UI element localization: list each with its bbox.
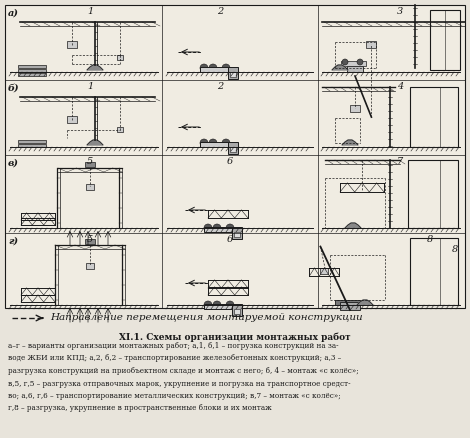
Polygon shape: [345, 223, 361, 228]
Circle shape: [204, 301, 212, 309]
Text: 7: 7: [397, 157, 403, 166]
Text: воде ЖБИ или КПД; а,2, б,2 – транспортирование железобетонных конструкций; а,3 –: воде ЖБИ или КПД; а,2, б,2 – транспортир…: [8, 354, 341, 363]
Polygon shape: [332, 65, 348, 70]
Bar: [18, 144, 46, 147]
Text: 8: 8: [427, 235, 433, 244]
Text: Направление перемещения монтируемой конструкции: Направление перемещения монтируемой конс…: [50, 314, 363, 322]
Text: 6: 6: [227, 157, 233, 166]
Circle shape: [209, 64, 217, 72]
Polygon shape: [87, 140, 103, 145]
Bar: [230, 147, 236, 152]
Text: б): б): [8, 84, 20, 93]
Text: а–г – варианты организации монтажных работ; а,1, б,1 – погрузка конструкций на з: а–г – варианты организации монтажных раб…: [8, 342, 338, 350]
Bar: [117, 55, 123, 60]
Bar: [367, 41, 376, 48]
Bar: [85, 239, 95, 244]
Bar: [117, 127, 123, 132]
Text: в,5, г,5 – разгрузка отправочных марок, укрупнение и погрузка на транспортное ср: в,5, г,5 – разгрузка отправочных марок, …: [8, 379, 351, 388]
Bar: [228, 142, 238, 154]
Bar: [85, 162, 95, 167]
Bar: [86, 263, 94, 269]
Polygon shape: [342, 140, 358, 145]
Circle shape: [222, 139, 230, 147]
Bar: [67, 116, 77, 123]
Bar: [232, 227, 242, 239]
Text: 2: 2: [217, 82, 223, 91]
Text: а): а): [8, 9, 19, 18]
Bar: [67, 41, 77, 48]
Bar: [18, 140, 46, 143]
Bar: [340, 302, 360, 310]
Text: в): в): [8, 159, 19, 168]
Bar: [350, 105, 360, 112]
Circle shape: [213, 224, 221, 232]
Circle shape: [357, 59, 363, 65]
Bar: [18, 73, 46, 76]
Circle shape: [200, 139, 208, 147]
Text: 6: 6: [227, 235, 233, 244]
Bar: [234, 309, 240, 314]
Bar: [204, 227, 232, 232]
Circle shape: [200, 64, 208, 72]
Text: 8: 8: [452, 245, 458, 254]
Bar: [200, 142, 228, 147]
Text: г,8 – разгрузка, укрупнение в пространственные блоки и их монтаж: г,8 – разгрузка, укрупнение в пространст…: [8, 405, 272, 413]
Bar: [204, 304, 232, 309]
Text: во; а,6, г,6 – транспортирование металлических конструкций; в,7 – монтаж «с колё: во; а,6, г,6 – транспортирование металли…: [8, 392, 341, 400]
Polygon shape: [357, 300, 373, 305]
Bar: [408, 160, 458, 228]
Bar: [230, 72, 236, 77]
Bar: [86, 184, 94, 190]
Bar: [18, 69, 46, 72]
Circle shape: [222, 64, 230, 72]
Text: 5: 5: [87, 235, 93, 244]
Bar: [410, 238, 458, 305]
Circle shape: [342, 59, 348, 65]
Circle shape: [204, 224, 212, 232]
Text: XI.1. Схемы организации монтажных работ: XI.1. Схемы организации монтажных работ: [119, 333, 351, 343]
Text: 3: 3: [397, 7, 403, 16]
Circle shape: [213, 301, 221, 309]
Bar: [232, 304, 242, 316]
Polygon shape: [87, 65, 103, 70]
Bar: [18, 65, 46, 68]
Text: 1: 1: [87, 82, 93, 91]
Bar: [410, 87, 458, 147]
Circle shape: [226, 224, 234, 232]
Text: разгрузка конструкций на приобъектном складе и монтаж с него; б, 4 – монтаж «с к: разгрузка конструкций на приобъектном ск…: [8, 367, 359, 375]
Bar: [430, 10, 460, 70]
Bar: [5, 5, 465, 308]
Bar: [228, 67, 238, 79]
Bar: [321, 268, 329, 274]
Text: 2: 2: [217, 7, 223, 16]
Text: г): г): [8, 237, 18, 246]
Text: 1: 1: [87, 7, 93, 16]
Circle shape: [209, 139, 217, 147]
Bar: [200, 67, 228, 72]
Bar: [335, 300, 365, 305]
Bar: [234, 232, 240, 237]
Bar: [347, 66, 363, 72]
Text: 5: 5: [87, 157, 93, 166]
Bar: [341, 61, 366, 66]
Text: 4: 4: [397, 82, 403, 91]
Circle shape: [226, 301, 234, 309]
